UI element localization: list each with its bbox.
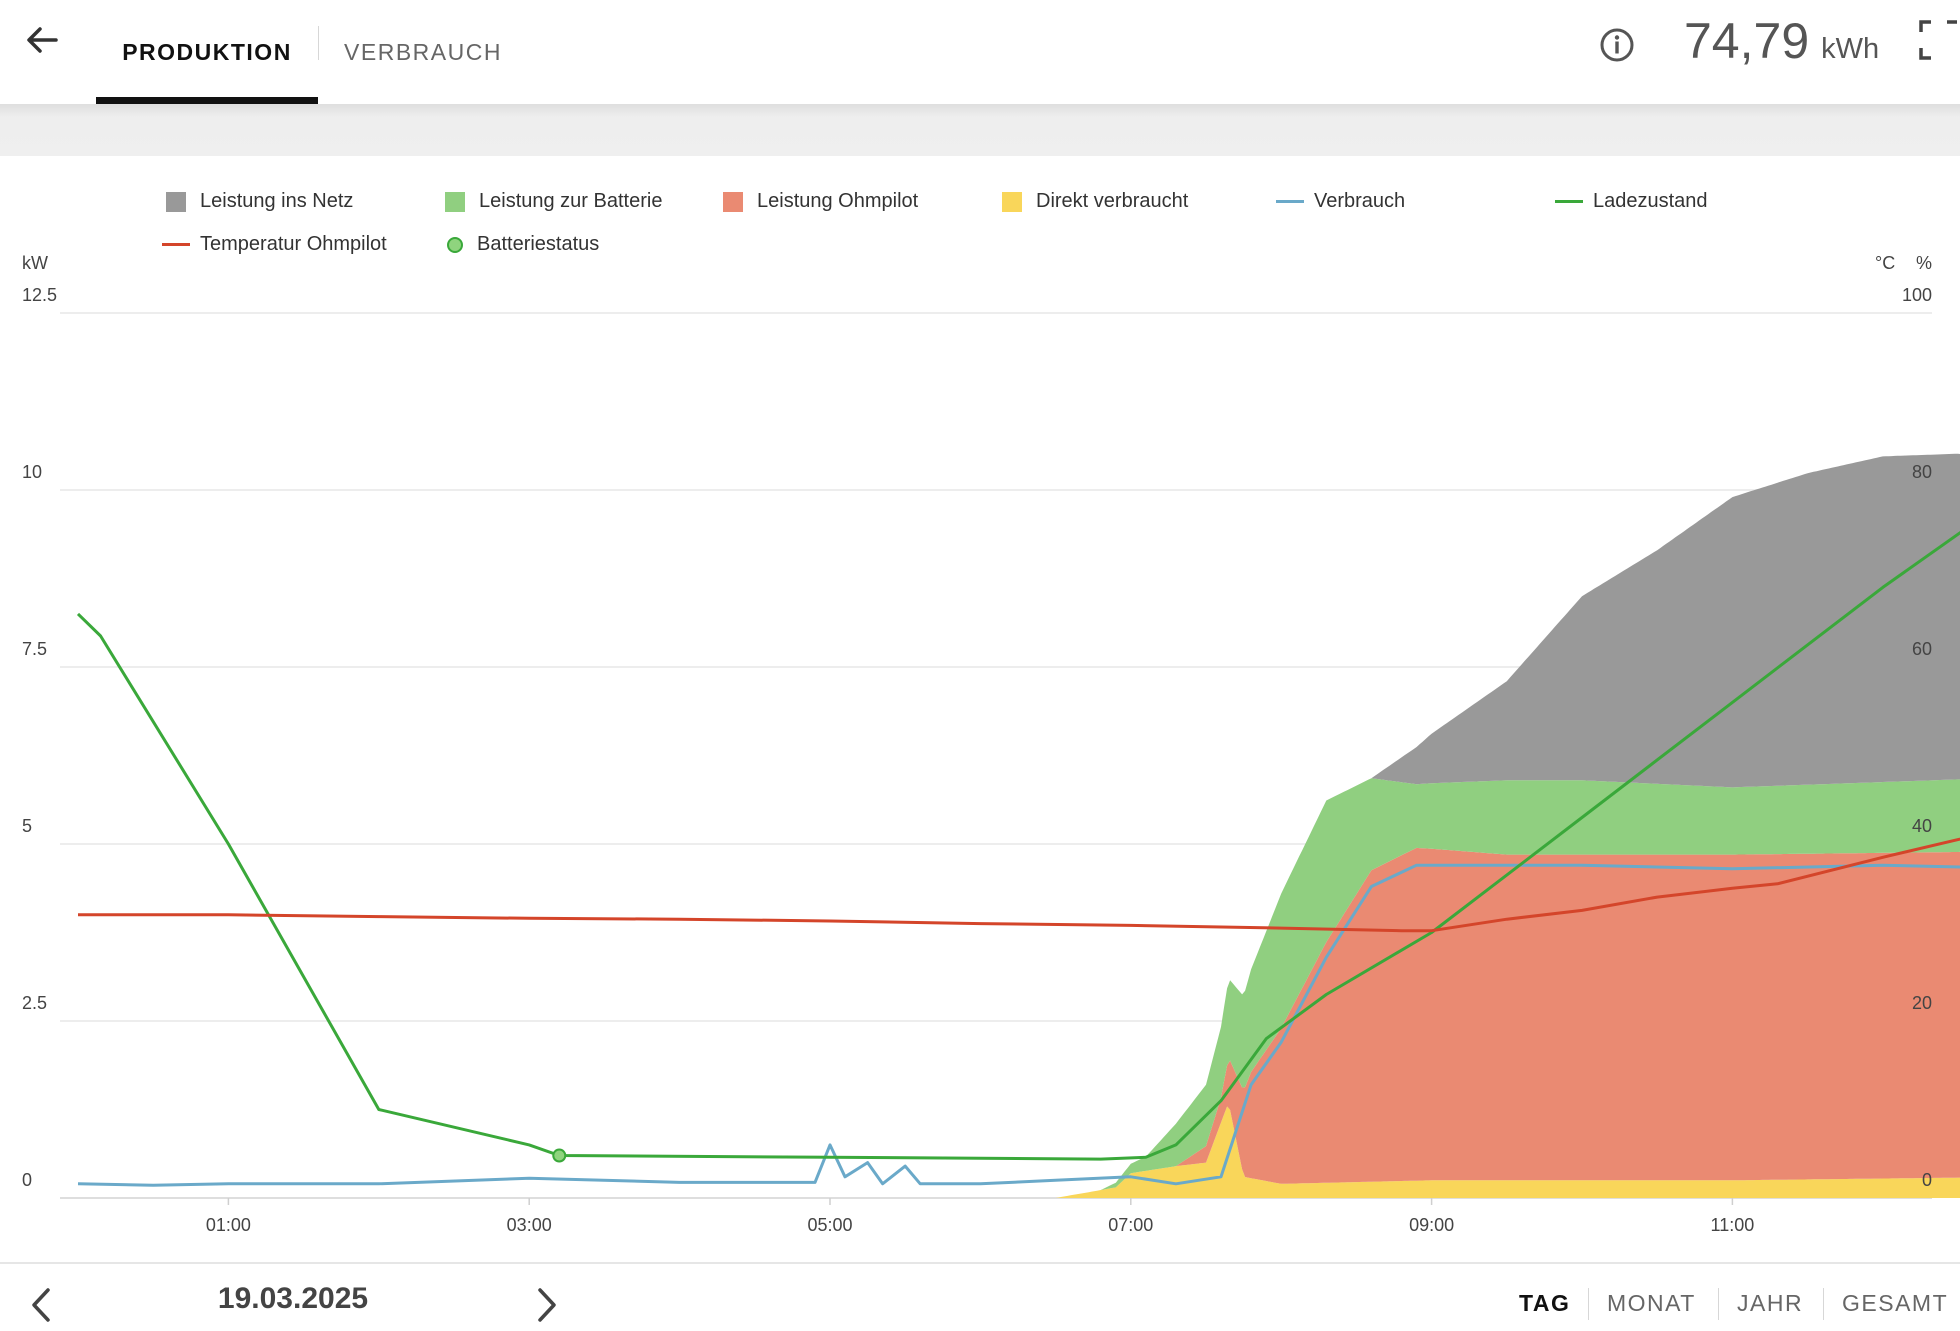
y-left-tick-label: 10 (22, 462, 42, 482)
y-left-tick-label: 2.5 (22, 993, 47, 1013)
line-ladezustand (76, 530, 1960, 1161)
legend-label: Leistung ins Netz (200, 190, 354, 212)
legend-item-ohmpilot[interactable]: Leistung Ohmpilot (723, 190, 918, 213)
legend-item-temperatur[interactable]: Temperatur Ohmpilot (162, 233, 387, 256)
x-tick-label: 05:00 (807, 1215, 852, 1235)
period-divider (1823, 1288, 1824, 1320)
legend-swatch (166, 191, 186, 212)
footer-divider (0, 1262, 1960, 1264)
area-direkt-verbraucht (78, 1106, 1960, 1198)
info-icon[interactable] (1598, 26, 1636, 64)
previous-day-icon[interactable] (24, 1284, 60, 1326)
axis-ticks: 0 0 2.5 20 5 40 7.5 60 10 80 12.5 100 01:00 03:00 05:0… (22, 285, 1932, 1235)
next-day-icon[interactable] (528, 1284, 564, 1326)
right-axis-unit-percent: % (1916, 253, 1933, 273)
total-energy: 74,79 kWh (1684, 12, 1879, 82)
y-right-tick-label: 20 (1912, 993, 1932, 1013)
legend-label: Ladezustand (1593, 190, 1708, 212)
y-right-tick-label: 60 (1912, 639, 1932, 659)
legend-label: Direkt verbraucht (1036, 190, 1189, 212)
x-tick-label: 01:00 (206, 1215, 251, 1235)
legend-label: Verbrauch (1314, 190, 1406, 212)
y-left-tick-label: 12.5 (22, 285, 57, 305)
legend-item-direkt[interactable]: Direkt verbraucht (1002, 190, 1188, 213)
x-tick-label: 11:00 (1711, 1215, 1755, 1235)
y-right-tick-label: 80 (1912, 462, 1932, 482)
x-tick-label: 07:00 (1108, 1215, 1153, 1235)
back-arrow-icon[interactable] (22, 20, 62, 60)
y-right-tick-label: 40 (1912, 816, 1932, 836)
x-tick-label: 03:00 (507, 1215, 552, 1235)
period-tab-gesamt[interactable]: GESAMT (1842, 1290, 1949, 1316)
legend-label: Leistung Ohmpilot (757, 190, 919, 212)
current-date[interactable]: 19.03.2025 (217, 1282, 369, 1315)
line-series (76, 530, 1960, 1187)
right-axis-unit-temperature: °C (1875, 253, 1896, 273)
legend-item-batterie[interactable]: Leistung zur Batterie (445, 190, 662, 213)
marker-batteriestatus[interactable] (552, 1148, 567, 1163)
y-left-tick-label: 0 (22, 1170, 32, 1190)
y-left-tick-label: 5 (22, 816, 32, 836)
legend-swatch (447, 236, 463, 253)
total-energy-unit: kWh (1821, 33, 1880, 65)
toolbar-band (0, 104, 1960, 156)
legend-swatch (445, 191, 465, 212)
total-energy-value: 74,79 (1684, 13, 1810, 69)
stacked-areas (78, 453, 1960, 1198)
header: PRODUKTION VERBRAUCH 74,79 kWh (0, 0, 1960, 104)
legend-item-netz[interactable]: Leistung ins Netz (166, 190, 353, 213)
line-temperatur-ohmpilot (78, 837, 1960, 933)
y-right-tick-label: 0 (1922, 1170, 1932, 1190)
area-leistung-ins-netz (78, 453, 1960, 1198)
y-left-tick-label: 7.5 (22, 639, 47, 659)
left-axis-unit: kW (22, 253, 48, 273)
area-leistung-zur-batterie (78, 778, 1960, 1198)
legend-item-ladezustand[interactable]: Ladezustand (1555, 190, 1708, 213)
x-tick-label: 09:00 (1409, 1215, 1454, 1235)
tab-divider (318, 26, 319, 60)
period-tab-monat[interactable]: MONAT (1607, 1290, 1696, 1316)
y-right-tick-label: 100 (1902, 285, 1932, 305)
legend-label: Temperatur Ohmpilot (200, 233, 387, 255)
period-tab-jahr[interactable]: JAHR (1737, 1290, 1804, 1316)
legend-swatch (162, 243, 190, 246)
legend-swatch (1002, 191, 1022, 212)
legend-swatch (1276, 200, 1304, 203)
legend-swatch (1555, 200, 1583, 203)
legend-item-batteriestatus[interactable]: Batteriestatus (447, 233, 599, 256)
tab-produktion[interactable]: PRODUKTION (96, 0, 318, 104)
markers (552, 1148, 567, 1163)
area-leistung-ohmpilot (78, 847, 1960, 1198)
period-divider (1718, 1288, 1719, 1320)
legend-swatch (723, 191, 743, 212)
period-tab-tag[interactable]: TAG (1519, 1290, 1571, 1316)
tab-verbrauch[interactable]: VERBRAUCH (344, 38, 502, 65)
legend-label: Batteriestatus (477, 233, 600, 255)
fullscreen-icon[interactable] (1918, 18, 1960, 62)
legend-label: Leistung zur Batterie (479, 190, 663, 212)
period-divider (1588, 1288, 1589, 1320)
legend-item-verbrauch[interactable]: Verbrauch (1276, 190, 1405, 213)
line-verbrauch (77, 863, 1960, 1187)
